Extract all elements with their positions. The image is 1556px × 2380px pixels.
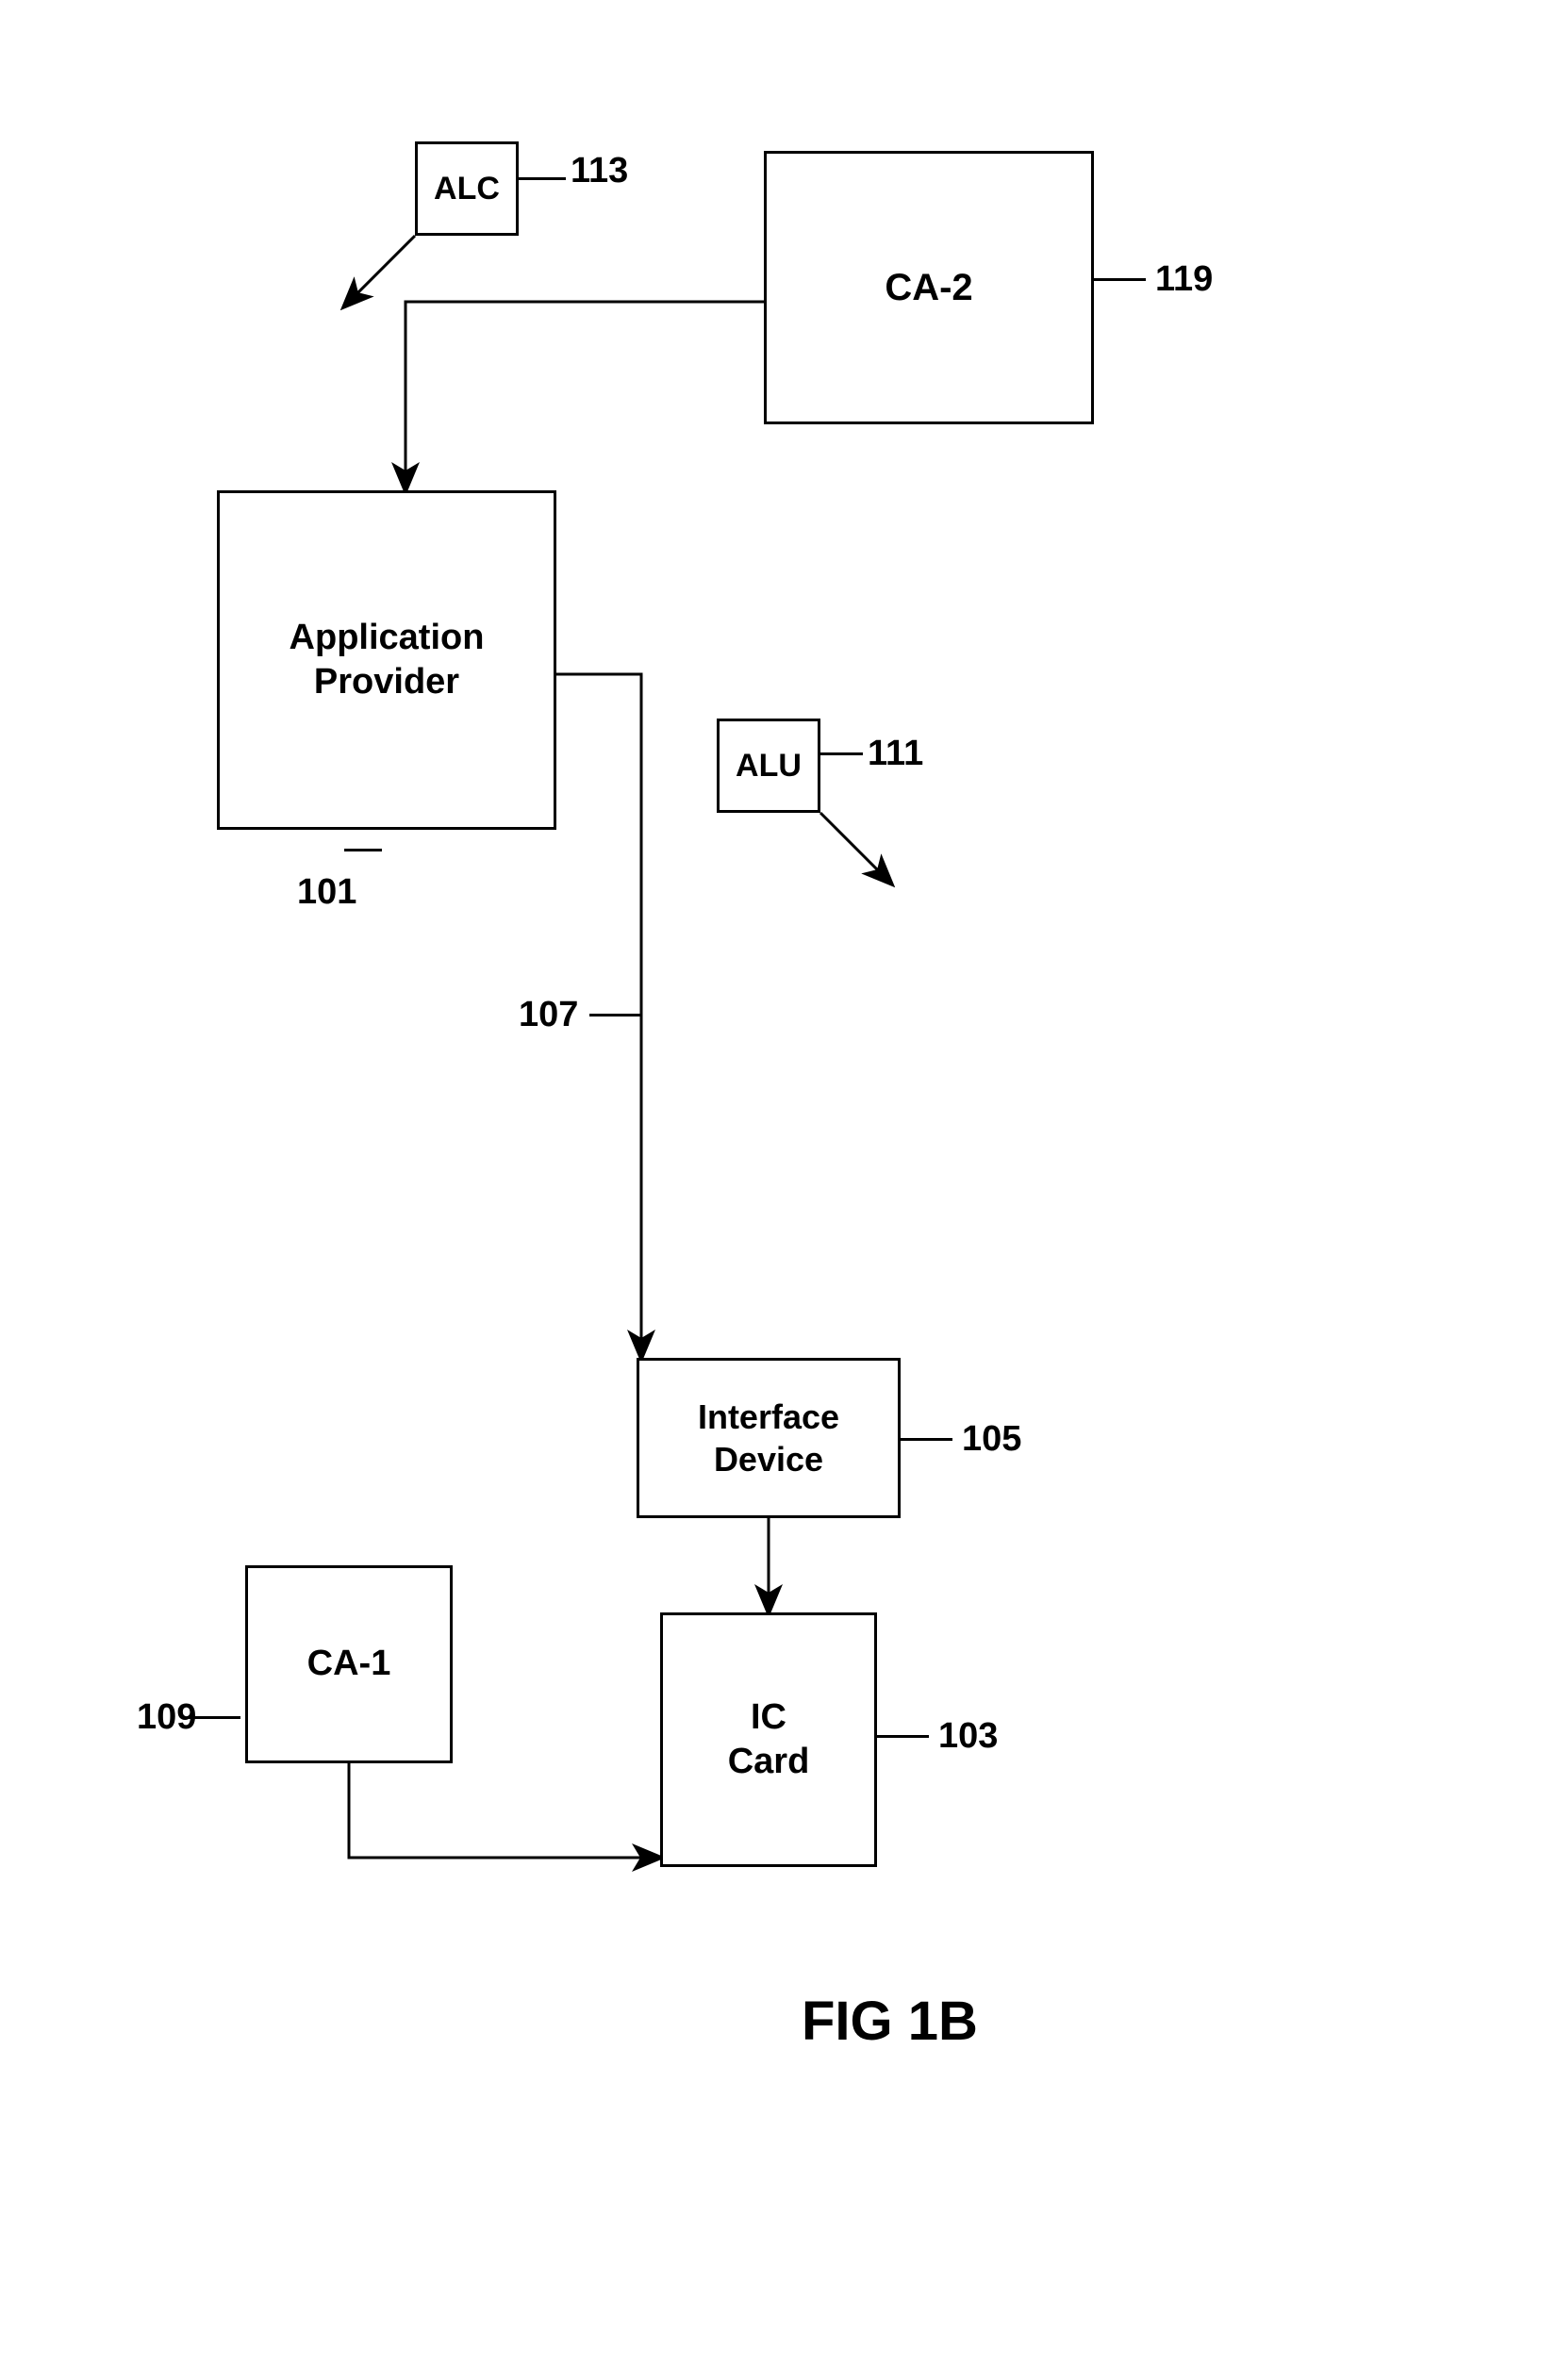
node-ca2-label: CA-2 — [885, 264, 972, 311]
node-ca1: CA-1 — [245, 1565, 453, 1763]
ref-ic: 103 — [938, 1716, 998, 1757]
diagram-container: ALC CA-2 ApplicationProvider ALU Interfa… — [189, 141, 1367, 2216]
node-ic-card: ICCard — [660, 1612, 877, 1867]
leader-line — [344, 849, 382, 851]
ref-app: 101 — [297, 872, 356, 913]
node-alu-label: ALU — [736, 746, 802, 786]
ref-ca2: 119 — [1155, 259, 1213, 300]
leader-line — [519, 177, 566, 180]
node-interface-device-label: InterfaceDevice — [698, 1396, 839, 1480]
node-app-provider-label: ApplicationProvider — [290, 616, 485, 705]
ref-alc: 113 — [571, 151, 628, 191]
node-ca2: CA-2 — [764, 151, 1094, 424]
ref-ca1: 109 — [137, 1697, 196, 1738]
figure-title: FIG 1B — [802, 1990, 978, 2053]
leader-line — [901, 1438, 952, 1441]
leader-line — [820, 752, 863, 755]
leader-line — [589, 1014, 641, 1016]
ref-ifd: 105 — [962, 1419, 1021, 1460]
node-ic-card-label: ICCard — [728, 1695, 810, 1785]
ref-107: 107 — [519, 995, 578, 1035]
node-alc: ALC — [415, 141, 519, 236]
edges-svg — [189, 141, 1367, 2216]
leader-line — [189, 1716, 240, 1719]
leader-line — [1094, 278, 1146, 281]
node-alu: ALU — [717, 719, 820, 813]
node-alc-label: ALC — [434, 169, 500, 209]
node-app-provider: ApplicationProvider — [217, 490, 556, 830]
leader-line — [877, 1735, 929, 1738]
node-interface-device: InterfaceDevice — [637, 1358, 901, 1518]
ref-alu: 111 — [868, 734, 923, 774]
node-ca1-label: CA-1 — [307, 1642, 391, 1687]
